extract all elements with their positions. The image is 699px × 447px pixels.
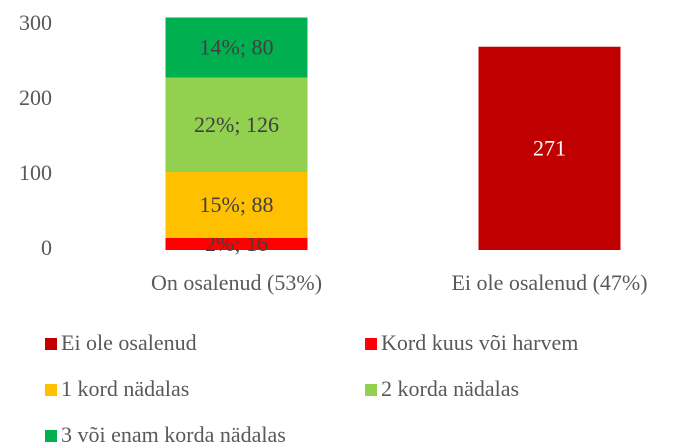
data-label: 15%; 88 bbox=[200, 192, 274, 217]
bar-segment bbox=[165, 17, 308, 78]
bar-segment bbox=[478, 46, 621, 250]
legend-label: 3 või enam korda nädalas bbox=[61, 422, 286, 447]
bar-segment bbox=[165, 77, 308, 172]
y-tick-label: 200 bbox=[19, 85, 52, 110]
legend-swatch bbox=[45, 384, 57, 396]
legend-swatch bbox=[365, 384, 377, 396]
x-tick-label: Ei ole osalenud (47%) bbox=[451, 270, 647, 295]
legend-label: 1 kord nädalas bbox=[61, 376, 189, 401]
legend-swatch bbox=[45, 430, 57, 442]
data-label: 14%; 80 bbox=[200, 35, 274, 60]
y-tick-label: 0 bbox=[41, 235, 52, 260]
data-label: 22%; 126 bbox=[194, 112, 279, 137]
bar-segment bbox=[165, 238, 308, 250]
legend-label: Ei ole osalenud bbox=[61, 330, 197, 355]
y-tick-label: 100 bbox=[19, 160, 52, 185]
legend-label: 2 korda nädalas bbox=[381, 376, 519, 401]
bar-segment bbox=[165, 172, 308, 238]
legend-swatch bbox=[365, 338, 377, 350]
legend-label: Kord kuus või harvem bbox=[381, 330, 578, 355]
y-tick-label: 300 bbox=[19, 10, 52, 35]
legend-swatch bbox=[45, 338, 57, 350]
x-tick-label: On osalenud (53%) bbox=[151, 270, 322, 295]
data-label: 271 bbox=[533, 135, 566, 160]
